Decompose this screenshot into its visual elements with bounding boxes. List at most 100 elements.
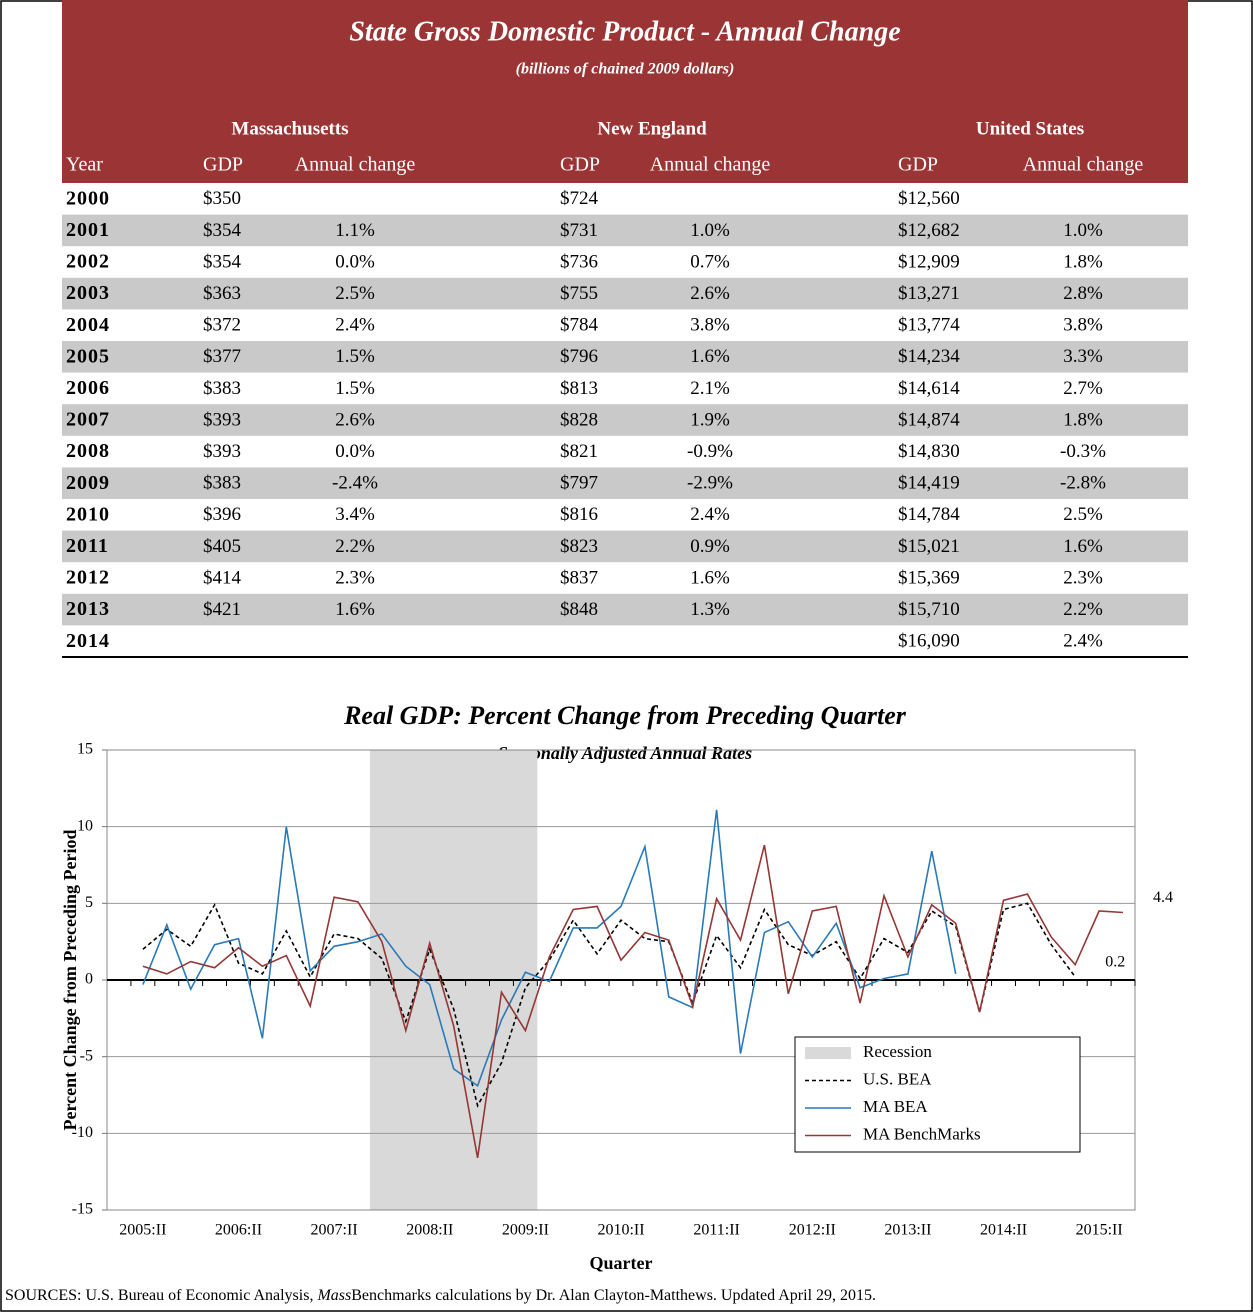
cell: $15,021	[898, 536, 960, 557]
x-tick-label: 2009:II	[502, 1222, 549, 1239]
y-tick-label: 15	[77, 741, 93, 758]
cell: $14,830	[898, 441, 960, 462]
row-bg	[62, 404, 1188, 436]
x-tick-label: 2007:II	[311, 1222, 358, 1239]
cell: -2.8%	[1060, 473, 1106, 494]
cell: $724	[560, 188, 599, 209]
data-label: 0.2	[1105, 954, 1125, 971]
cell: 2.5%	[1063, 504, 1103, 525]
cell: $363	[203, 283, 241, 304]
cell: -0.3%	[1060, 441, 1106, 462]
x-axis-title: Quarter	[590, 1253, 653, 1273]
cell: $372	[203, 315, 241, 336]
cell: $383	[203, 473, 241, 494]
cell: 1.8%	[1063, 409, 1103, 430]
cell: 1.6%	[1063, 536, 1103, 557]
year-cell: 2003	[66, 282, 110, 304]
y-axis-title: Percent Change from Preceding Period	[60, 830, 80, 1131]
year-cell: 2001	[66, 219, 110, 241]
cell: $12,560	[898, 188, 960, 209]
cell: $821	[560, 441, 598, 462]
cell: 0.0%	[335, 441, 375, 462]
cell: 2.1%	[690, 378, 730, 399]
series-line	[142, 809, 957, 1088]
group-header: United States	[976, 118, 1084, 139]
cell: 2.8%	[1063, 283, 1103, 304]
group-header: Massachusetts	[231, 118, 348, 139]
cell: 2.3%	[335, 567, 375, 588]
cell: 2.4%	[690, 504, 730, 525]
row-bg	[62, 467, 1188, 499]
cell: $393	[203, 441, 241, 462]
column-header: GDP	[560, 154, 600, 176]
cell: 3.4%	[335, 504, 375, 525]
year-cell: 2000	[66, 187, 110, 209]
cell: $14,784	[898, 504, 960, 525]
cell: $383	[203, 378, 241, 399]
year-cell: 2013	[66, 598, 110, 620]
x-tick-label: 2015:II	[1076, 1222, 1123, 1239]
y-tick-label: -15	[72, 1201, 93, 1218]
x-tick-label: 2005:II	[119, 1222, 166, 1239]
data-label: 4.4	[1153, 889, 1173, 906]
table-header-bg	[62, 0, 1188, 183]
cell: -2.9%	[687, 473, 733, 494]
row-bg	[62, 214, 1188, 247]
group-header: New England	[597, 118, 707, 139]
year-cell: 2004	[66, 314, 110, 336]
cell: 0.0%	[335, 251, 375, 272]
column-header: GDP	[898, 154, 938, 176]
year-cell: 2011	[66, 535, 109, 557]
cell: $354	[203, 251, 242, 272]
x-tick-label: 2008:II	[406, 1222, 453, 1239]
cell: $14,614	[898, 378, 960, 399]
cell: $797	[560, 473, 598, 494]
year-cell: 2002	[66, 251, 110, 273]
cell: 2.7%	[1063, 378, 1103, 399]
cell: $16,090	[898, 631, 960, 652]
cell: 2.2%	[335, 536, 375, 557]
cell: $414	[203, 567, 242, 588]
legend-label: Recession	[863, 1042, 932, 1061]
column-header: Annual change	[295, 154, 416, 176]
cell: -0.9%	[687, 441, 733, 462]
legend-label: MA BenchMarks	[863, 1124, 981, 1143]
cell: $816	[560, 504, 598, 525]
year-cell: 2010	[66, 503, 110, 525]
cell: $848	[560, 599, 598, 620]
x-tick-label: 2014:II	[980, 1222, 1027, 1239]
y-tick-label: -5	[80, 1047, 93, 1064]
y-tick-label: 10	[77, 817, 93, 834]
cell: $15,369	[898, 567, 960, 588]
cell: 2.3%	[1063, 567, 1103, 588]
cell: $377	[203, 346, 241, 367]
cell: -2.4%	[332, 473, 378, 494]
column-header: Annual change	[1023, 154, 1144, 176]
cell: 1.3%	[690, 599, 730, 620]
cell: 1.9%	[690, 409, 730, 430]
cell: $13,271	[898, 283, 960, 304]
sources-part: Benchmarks calculations by Dr. Alan Clay…	[351, 1287, 876, 1304]
cell: $14,874	[898, 409, 960, 430]
cell: 2.5%	[335, 283, 375, 304]
row-bg	[62, 593, 1188, 626]
column-header: Annual change	[650, 154, 771, 176]
cell: $755	[560, 283, 598, 304]
cell: $828	[560, 409, 598, 430]
y-tick-label: 0	[85, 971, 93, 988]
x-tick-label: 2010:II	[597, 1222, 644, 1239]
cell: $736	[560, 251, 598, 272]
row-bg	[62, 341, 1188, 373]
cell: $14,419	[898, 473, 960, 494]
cell: 3.8%	[690, 315, 730, 336]
cell: $396	[203, 504, 241, 525]
chart-title: Real GDP: Percent Change from Preceding …	[343, 701, 907, 730]
cell: $354	[203, 220, 242, 241]
sources-part: SOURCES: U.S. Bureau of Economic Analysi…	[5, 1287, 317, 1304]
cell: 1.5%	[335, 346, 375, 367]
cell: $14,234	[898, 346, 960, 367]
cell: $13,774	[898, 315, 960, 336]
year-cell: 2005	[66, 345, 110, 367]
cell: $405	[203, 536, 241, 557]
